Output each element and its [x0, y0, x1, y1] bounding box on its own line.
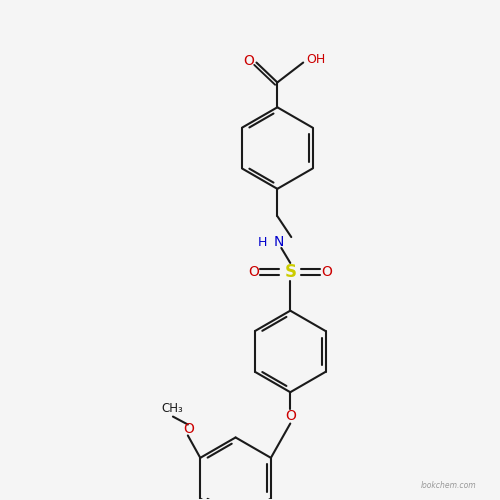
Text: OH: OH [306, 52, 326, 66]
Text: lookchem.com: lookchem.com [420, 480, 476, 490]
Text: O: O [184, 422, 194, 436]
Text: N: N [274, 235, 284, 249]
Text: O: O [244, 54, 254, 68]
Text: H: H [258, 236, 267, 248]
Text: O: O [285, 409, 296, 423]
Text: CH₃: CH₃ [161, 402, 183, 415]
Text: O: O [248, 265, 259, 279]
Text: O: O [322, 265, 332, 279]
Text: S: S [284, 263, 296, 281]
